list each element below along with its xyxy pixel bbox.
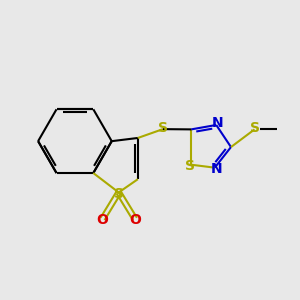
Text: S: S [250, 121, 260, 135]
Text: N: N [210, 162, 222, 176]
Text: S: S [185, 159, 195, 173]
Text: N: N [212, 116, 224, 130]
Text: S: S [158, 121, 168, 135]
Text: O: O [97, 213, 109, 227]
Text: S: S [114, 187, 124, 201]
Text: O: O [129, 213, 141, 227]
